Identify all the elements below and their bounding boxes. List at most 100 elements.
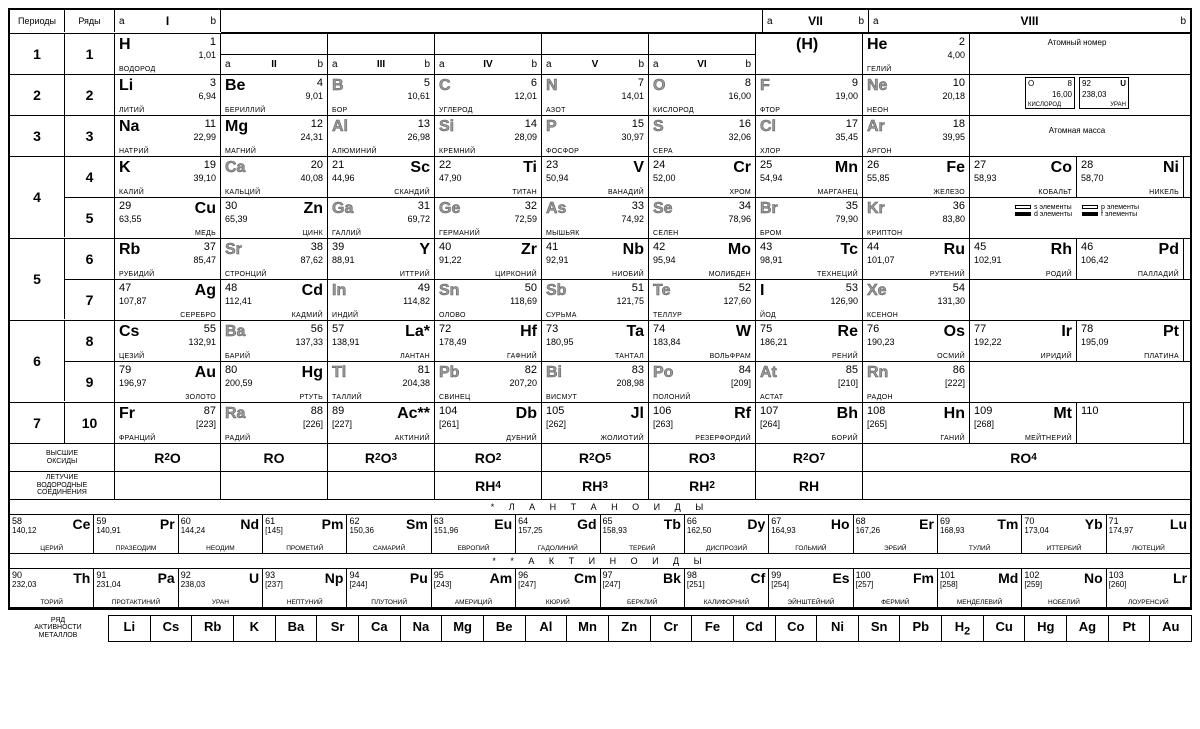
element-Rh: Rh45102,91РОДИЙ bbox=[970, 239, 1077, 279]
activity-Ca: Ca bbox=[359, 616, 401, 641]
element-Zn: Zn3065,39ЦИНК bbox=[221, 198, 328, 238]
series-Pa: 91231,04PaПРОТАКТИНИЙ bbox=[94, 569, 178, 607]
element-Cu: Cu2963,55МЕДЬ bbox=[115, 198, 221, 238]
element-Ti: Ti2247,90ТИТАН bbox=[435, 157, 542, 197]
activity-Be: Be bbox=[484, 616, 526, 641]
series-Bk: 97[247]BkБЕРКЛИЙ bbox=[601, 569, 685, 607]
element-O: O816,00КИСЛОРОД bbox=[649, 75, 756, 115]
element-Sn: Sn50118,69ОЛОВО bbox=[435, 280, 542, 320]
activity-K: K bbox=[234, 616, 276, 641]
activity-Cs: Cs bbox=[151, 616, 193, 641]
activity-Mn: Mn bbox=[567, 616, 609, 641]
element-In: In49114,82ИНДИЙ bbox=[328, 280, 435, 320]
rows-header: Ряды bbox=[65, 10, 115, 32]
activity-Ba: Ba bbox=[276, 616, 318, 641]
group-7-header: aVIIb bbox=[762, 10, 869, 32]
hydride-0 bbox=[115, 472, 221, 499]
period-7: 7 bbox=[10, 403, 65, 443]
element-Fr: Fr87[223]ФРАНЦИЙ bbox=[115, 403, 221, 443]
series-Fm: 100[257]FmФЕРМИЙ bbox=[854, 569, 938, 607]
hydrides-row: ЛЕТУЧИЕВОДОРОДНЫЕСОЕДИНЕНИЯ RH4RH3RH2RH bbox=[10, 472, 1190, 500]
hydride-6: RH bbox=[756, 472, 863, 499]
activity-Ag: Ag bbox=[1067, 616, 1109, 641]
hydride-5: RH2 bbox=[649, 472, 756, 499]
element-Be: Be49,01БЕРИЛЛИЙ bbox=[221, 75, 328, 115]
activity-Al: Al bbox=[526, 616, 568, 641]
row-3: 3 bbox=[65, 116, 115, 156]
element-Po: Po84[209]ПОЛОНИЙ bbox=[649, 362, 756, 402]
element-Xe: Xe54131,30КСЕНОН bbox=[863, 280, 970, 320]
element-Sb: Sb51121,75СУРЬМА bbox=[542, 280, 649, 320]
activity-H₂: H2 bbox=[942, 616, 984, 641]
series-No: 102[259]NoНОБЕЛИЙ bbox=[1022, 569, 1106, 607]
element-Db: Db104[261]ДУБНИЙ bbox=[435, 403, 542, 443]
element-Rf: Rf106[263]РЕЗЕРФОРДИЙ bbox=[649, 403, 756, 443]
element-Bi: Bi83208,98ВИСМУТ bbox=[542, 362, 649, 402]
element-Rn: Rn86[222]РАДОН bbox=[863, 362, 970, 402]
element-Kr: Kr3683,80КРИПТОН bbox=[863, 198, 970, 238]
oxide-1: RO bbox=[221, 444, 328, 471]
element-Os: Os76190,23ОСМИЙ bbox=[863, 321, 970, 361]
oxide-3: RO2 bbox=[435, 444, 542, 471]
activity-Mg: Mg bbox=[442, 616, 484, 641]
element-Fe: Fe2655,85ЖЕЛЕЗО bbox=[863, 157, 970, 197]
element-Ru: Ru44101,07РУТЕНИЙ bbox=[863, 239, 970, 279]
element-Au: Au79196,97ЗОЛОТО bbox=[115, 362, 221, 402]
element-As: As3374,92МЫШЬЯК bbox=[542, 198, 649, 238]
element-Jl: Jl105[262]ЖОЛИОТИЙ bbox=[542, 403, 649, 443]
hydrides-label: ЛЕТУЧИЕВОДОРОДНЫЕСОЕДИНЕНИЯ bbox=[10, 472, 115, 499]
period-3: 3 bbox=[10, 116, 65, 156]
period-2: 2 bbox=[10, 75, 65, 115]
element-V: V2350,94ВАНАДИЙ bbox=[542, 157, 649, 197]
activity-Co: Co bbox=[776, 616, 818, 641]
hydride-3: RH4 bbox=[435, 472, 542, 499]
series-Eu: 63151,96EuЕВРОПИЙ bbox=[432, 515, 516, 553]
activity-Zn: Zn bbox=[609, 616, 651, 641]
series-Er: 68167,26ErЭРБИЙ bbox=[854, 515, 938, 553]
periodic-table: Периоды Ряды aIb aVIIb aVIIIb 11H11,01ВО… bbox=[8, 8, 1192, 610]
element-Ni: Ni2858,70НИКЕЛЬ bbox=[1077, 157, 1184, 197]
oxide-4: R2O5 bbox=[542, 444, 649, 471]
series-Am: 95[243]AmАМЕРИЦИЙ bbox=[432, 569, 516, 607]
element-Ta: Ta73180,95ТАНТАЛ bbox=[542, 321, 649, 361]
series-Lu: 71174,97LuЛЮТЕЦИЙ bbox=[1107, 515, 1190, 553]
element-Ba: Ba56137,33БАРИЙ bbox=[221, 321, 328, 361]
element-W: W74183,84ВОЛЬФРАМ bbox=[649, 321, 756, 361]
element-Si: Si1428,09КРЕМНИЙ bbox=[435, 116, 542, 156]
activity-Cu: Cu bbox=[984, 616, 1026, 641]
hydride-1 bbox=[221, 472, 328, 499]
element-Nb: Nb4192,91НИОБИЙ bbox=[542, 239, 649, 279]
element-Hp: (H) bbox=[756, 34, 863, 74]
element-Sc: Sc2144,96СКАНДИЙ bbox=[328, 157, 435, 197]
series-U: 92238,03UУРАН bbox=[179, 569, 263, 607]
activity-Sn: Sn bbox=[859, 616, 901, 641]
element-Al: Al1326,98АЛЮМИНИЙ bbox=[328, 116, 435, 156]
period-6: 6 bbox=[10, 321, 65, 401]
activity-Ni: Ni bbox=[817, 616, 859, 641]
hydride-7 bbox=[863, 472, 1184, 499]
series-Ho: 67164,93HoГОЛЬМИЙ bbox=[769, 515, 853, 553]
oxides-label: ВЫСШИЕОКСИДЫ bbox=[10, 444, 115, 471]
row-8: 8 bbox=[65, 321, 115, 361]
element-Cs: Cs55132,91ЦЕЗИЙ bbox=[115, 321, 221, 361]
period-5: 5 bbox=[10, 239, 65, 319]
element-N: N714,01АЗОТ bbox=[542, 75, 649, 115]
activity-series: РЯДАКТИВНОСТИМЕТАЛЛОВ LiCsRbKBaSrCaNaMgB… bbox=[8, 615, 1192, 642]
element-Ir: Ir77192,22ИРИДИЙ bbox=[970, 321, 1077, 361]
series-Tm: 69168,93TmТУЛИЙ bbox=[938, 515, 1022, 553]
element-Ga: Ga3169,72ГАЛЛИЙ bbox=[328, 198, 435, 238]
series-Md: 101[258]MdМЕНДЕЛЕВИЙ bbox=[938, 569, 1022, 607]
element-Se: Se3478,96СЕЛЕН bbox=[649, 198, 756, 238]
element-Hf: Hf72178,49ГАФНИЙ bbox=[435, 321, 542, 361]
activity-Pt: Pt bbox=[1109, 616, 1151, 641]
row-9: 9 bbox=[65, 362, 115, 402]
element-Pt: Pt78195,09ПЛАТИНА bbox=[1077, 321, 1184, 361]
row-10: 10 bbox=[65, 403, 115, 443]
hydride-4: RH3 bbox=[542, 472, 649, 499]
oxides-row: ВЫСШИЕОКСИДЫ R2OROR2O3RO2R2O5RO3R2O7RO4 bbox=[10, 444, 1190, 472]
element-Cd: Cd48112,41КАДМИЙ bbox=[221, 280, 328, 320]
series-Es: 99[254]EsЭЙНШТЕЙНИЙ bbox=[769, 569, 853, 607]
series-Gd: 64157,25GdГАДОЛИНИЙ bbox=[516, 515, 600, 553]
actinides-row: 90232,03ThТОРИЙ91231,04PaПРОТАКТИНИЙ9223… bbox=[10, 569, 1190, 608]
element-Hg: Hg80200,59РТУТЬ bbox=[221, 362, 328, 402]
